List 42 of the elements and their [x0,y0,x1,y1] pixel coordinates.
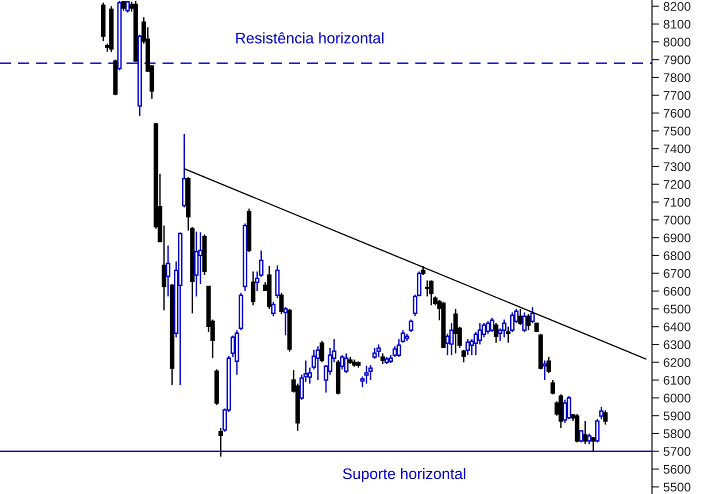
y-tick-label: 8000 [664,38,690,46]
y-tick-label: 8100 [664,20,690,29]
ref-line-label: Suporte horizontal [342,468,466,482]
candlestick [542,360,547,381]
y-tick-label: 5900 [664,411,690,420]
y-tick-label: 7100 [664,198,690,207]
y-tick-label: 7600 [664,108,690,118]
candlestick [218,427,223,458]
y-tick-label: 8200 [664,2,690,11]
candlestick [506,326,510,344]
y-tick-label: 6100 [664,376,690,385]
y-tick-label: 7000 [664,216,690,225]
y-tick-label: 7800 [664,73,690,82]
candlestick [562,398,568,424]
y-tick-label: 6400 [664,322,690,332]
y-tick-label: 7400 [664,144,690,154]
candlestick [425,280,430,298]
y-tick-label: 7700 [664,91,690,100]
y-tick-label: 5700 [664,447,690,456]
y-tick-label: 6800 [664,251,690,260]
y-tick-label: 7500 [664,126,690,136]
y-tick-label: 6300 [664,340,690,350]
candlestick [453,308,458,354]
candlestick [166,244,170,298]
y-tick-label: 6200 [664,358,690,367]
y-tick-label: 5500 [664,482,690,492]
ref-line-label: Resistência horizontal [236,32,384,44]
y-tick-label: 5600 [664,464,690,474]
candlestick [258,250,264,278]
y-tick-label: 7200 [664,180,690,189]
y-tick-label: 7300 [664,162,690,172]
y-tick-label: 6700 [664,269,690,278]
y-tick-label: 6600 [664,286,690,296]
y-tick-label: 7900 [664,55,690,64]
candlestick [194,230,199,298]
candlestick [316,346,320,381]
candlestick [198,232,203,285]
y-tick-label: 5800 [664,429,690,438]
y-tick-label: 6500 [664,304,690,314]
y-tick-label: 6900 [664,233,690,242]
candlestick [250,270,256,306]
y-tick-label: 6000 [664,394,690,403]
